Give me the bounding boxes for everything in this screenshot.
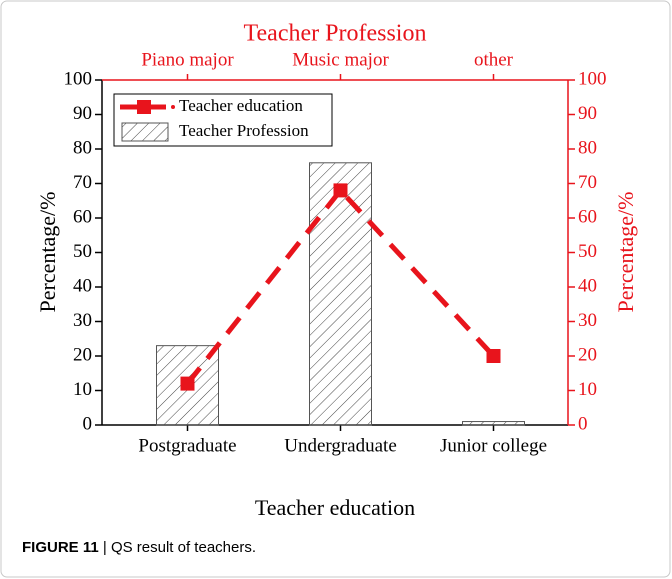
legend-swatch	[121, 122, 169, 142]
y-tick-label: 90	[73, 103, 92, 124]
x-axis-label: Teacher education	[255, 495, 415, 520]
y2-tick-label: 40	[578, 275, 597, 296]
legend-dot	[171, 105, 175, 109]
x-tick-label: Undergraduate	[284, 435, 397, 456]
y-tick-label: 10	[73, 379, 92, 400]
line-marker	[333, 183, 348, 198]
y-tick-label: 80	[73, 137, 92, 158]
y2-tick-label: 10	[578, 379, 597, 400]
top-tick-label: Music major	[292, 49, 389, 70]
y-tick-label: 40	[73, 275, 92, 296]
y-tick-label: 0	[83, 413, 93, 434]
y2-tick-label: 60	[578, 206, 597, 227]
y2-tick-label: 90	[578, 103, 597, 124]
x-tick-label: Postgraduate	[138, 435, 236, 456]
caption-label: FIGURE 11	[22, 539, 99, 556]
y2-axis-label: Percentage/%	[613, 192, 638, 313]
y2-tick-label: 100	[578, 68, 607, 89]
line-marker	[180, 376, 195, 391]
y-tick-label: 70	[73, 172, 92, 193]
legend-label: Teacher Profession	[179, 121, 309, 140]
caption-text: | QS result of teachers.	[103, 539, 256, 556]
line-marker	[486, 349, 501, 363]
y2-tick-label: 50	[578, 241, 597, 262]
y-tick-label: 20	[73, 344, 92, 365]
legend-marker	[137, 100, 151, 114]
x-tick-label: Junior college	[440, 435, 547, 456]
line	[185, 186, 496, 386]
y-tick-label: 60	[73, 206, 92, 227]
caption: FIGURE 11 | QS result of teachers.	[22, 539, 256, 556]
top-tick-label: other	[474, 49, 514, 70]
chart-title: Teacher Profession	[244, 21, 427, 47]
y-axis-label: Percentage/%	[35, 192, 60, 313]
y-tick-label: 100	[64, 68, 93, 89]
y2-tick-label: 0	[578, 413, 588, 434]
bar	[462, 421, 525, 426]
legend-label: Teacher education	[179, 96, 303, 115]
y-tick-label: 50	[73, 241, 92, 262]
top-tick-label: Piano major	[141, 49, 234, 70]
y-tick-label: 30	[73, 310, 92, 331]
bar	[309, 162, 372, 426]
y2-tick-label: 20	[578, 344, 597, 365]
y2-tick-label: 80	[578, 137, 597, 158]
y2-tick-label: 70	[578, 172, 597, 193]
y2-tick-label: 30	[578, 310, 597, 331]
